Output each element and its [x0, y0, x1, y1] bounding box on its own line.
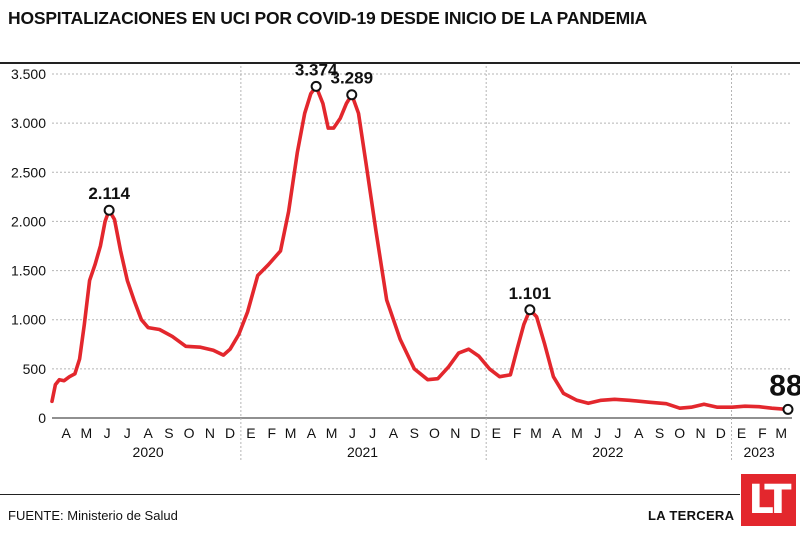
data-label: 88: [769, 369, 800, 402]
data-label: 3.374: [295, 64, 338, 79]
chart-title: HOSPITALIZACIONES EN UCI POR COVID-19 DE…: [8, 8, 648, 28]
year-label: 2021: [347, 444, 378, 460]
x-tick-label: M: [80, 425, 92, 441]
x-tick-label: F: [758, 425, 767, 441]
x-tick-label: E: [246, 425, 255, 441]
y-tick-label: 2.000: [11, 213, 46, 229]
year-label: 2020: [133, 444, 164, 460]
x-tick-label: N: [450, 425, 460, 441]
brand-name: LA TERCERA: [648, 508, 735, 523]
peak-marker: [524, 304, 536, 316]
source-key: FUENTE:: [8, 508, 64, 523]
x-tick-label: N: [696, 425, 706, 441]
peak-marker: [782, 403, 794, 415]
x-tick-label: A: [389, 425, 399, 441]
x-tick-label: A: [61, 425, 71, 441]
x-tick-label: N: [205, 425, 215, 441]
x-tick-label: D: [225, 425, 235, 441]
x-tick-label: F: [513, 425, 522, 441]
y-tick-label: 3.000: [11, 115, 46, 131]
y-tick-label: 1.000: [11, 312, 46, 328]
y-tick-label: 0: [38, 410, 46, 426]
y-tick-label: 2.500: [11, 164, 46, 180]
x-tick-label: A: [143, 425, 153, 441]
x-tick-label: E: [737, 425, 746, 441]
peak-marker: [103, 204, 115, 216]
x-tick-label: A: [634, 425, 644, 441]
y-tick-label: 1.500: [11, 263, 46, 279]
y-tick-label: 500: [23, 361, 47, 377]
x-tick-label: A: [552, 425, 562, 441]
y-axis-ticks: 0 500 1.000 1.500 2.000 2.500 3.000 3.500: [11, 66, 46, 426]
x-tick-label: S: [655, 425, 664, 441]
x-tick-label: A: [307, 425, 317, 441]
x-tick-label: O: [674, 425, 685, 441]
peak-marker: [346, 89, 358, 101]
chart-grid: [52, 66, 792, 460]
top-rule: [0, 62, 800, 64]
x-tick-label: M: [571, 425, 583, 441]
x-tick-label: M: [775, 425, 787, 441]
x-tick-label: S: [164, 425, 173, 441]
x-tick-label: E: [492, 425, 501, 441]
x-tick-label: J: [124, 425, 131, 441]
x-tick-label: F: [268, 425, 277, 441]
x-tick-label: J: [369, 425, 376, 441]
x-tick-label: D: [716, 425, 726, 441]
x-tick-label: J: [349, 425, 356, 441]
bottom-rule: [0, 494, 740, 495]
data-label: 2.114: [88, 184, 130, 203]
source-note: FUENTE: Ministerio de Salud: [8, 508, 178, 523]
x-tick-label: M: [326, 425, 338, 441]
year-labels: 2020 2021 2022 2023: [133, 444, 775, 460]
x-tick-label: O: [184, 425, 195, 441]
x-tick-label: J: [104, 425, 111, 441]
y-tick-label: 3.500: [11, 66, 46, 82]
series-line: [50, 84, 790, 412]
x-tick-label: J: [614, 425, 621, 441]
data-label: 3.289: [330, 69, 373, 88]
peak-marker: [310, 80, 322, 92]
source-value: Ministerio de Salud: [67, 508, 178, 523]
x-tick-label: S: [410, 425, 419, 441]
x-tick-label: M: [285, 425, 297, 441]
x-tick-label: O: [429, 425, 440, 441]
year-label: 2022: [592, 444, 623, 460]
brand-logo: LT: [741, 474, 796, 526]
x-tick-label: M: [530, 425, 542, 441]
year-label: 2023: [743, 444, 774, 460]
data-label: 1.101: [509, 284, 552, 303]
x-tick-label: J: [594, 425, 601, 441]
x-tick-label: D: [470, 425, 480, 441]
